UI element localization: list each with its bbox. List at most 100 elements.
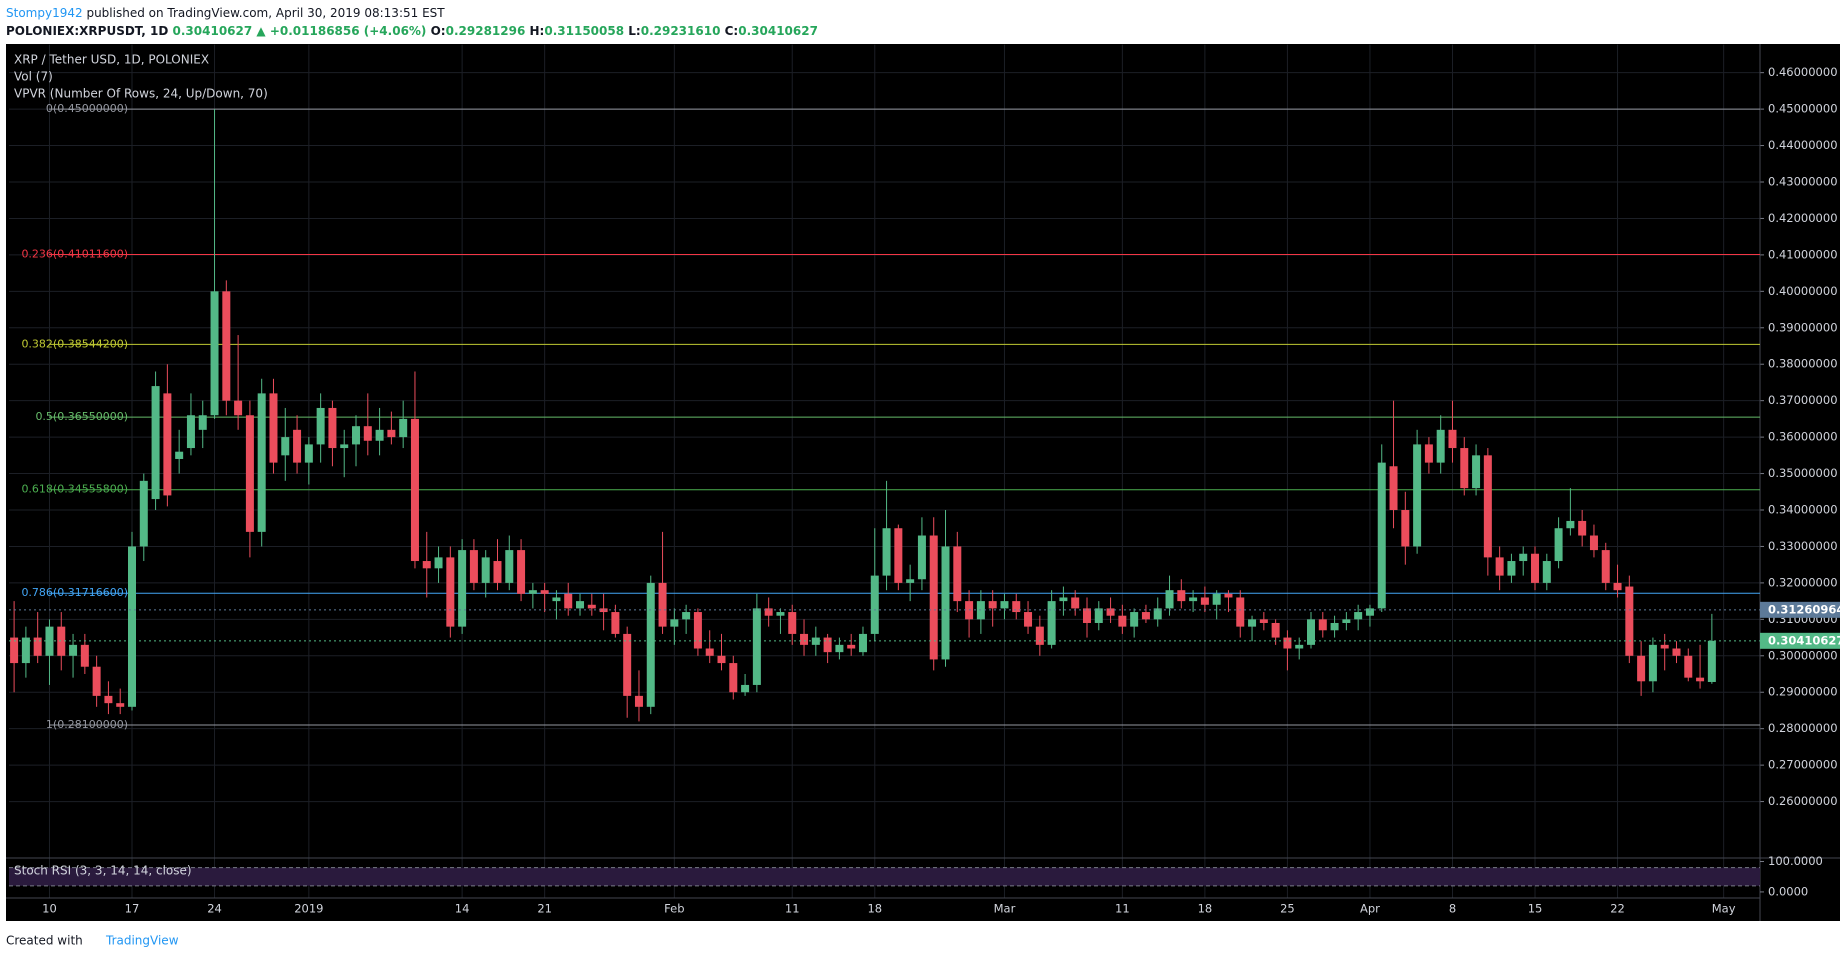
x-tick-label: 18 — [867, 902, 882, 916]
x-tick-label: 22 — [1610, 902, 1625, 916]
y-tick-label: 0.30000000 — [1768, 648, 1838, 662]
candle-body — [128, 546, 136, 707]
candle-body — [163, 393, 172, 496]
candle-body — [1000, 601, 1009, 609]
candle-body — [387, 429, 396, 438]
ohlc-value: 0.30410627 — [738, 24, 818, 38]
candle-body — [1365, 608, 1374, 616]
price-tag — [1760, 601, 1840, 618]
candle-body — [658, 582, 667, 627]
x-tick-label: 2019 — [294, 902, 323, 916]
candle-body — [1578, 520, 1587, 536]
candle-body — [800, 633, 809, 645]
candle-body — [1071, 597, 1080, 609]
fib-label: 0.618(0.34555800) — [21, 483, 128, 496]
y-tick-label: 0.37000000 — [1768, 393, 1838, 407]
header-line-1: Stompy1942 published on TradingView.com,… — [6, 6, 445, 20]
candle-body — [1130, 612, 1139, 627]
symbol: POLONIEX:XRPUSDT, 1D — [6, 24, 168, 38]
ohlc-value: 0.29281296 — [446, 24, 526, 38]
ohlc-value: 0.31150058 — [544, 24, 624, 38]
candle-body — [69, 644, 78, 656]
candle-body — [917, 535, 926, 580]
footer-brand[interactable]: TradingView — [105, 934, 179, 948]
candle-body — [1342, 619, 1351, 623]
candle-body — [1295, 644, 1304, 649]
candle-body — [186, 415, 195, 449]
x-tick-label: 24 — [207, 902, 222, 916]
x-tick-label: 25 — [1280, 902, 1295, 916]
candle-body — [1035, 626, 1044, 645]
candle-body — [1307, 619, 1315, 645]
candle-body — [80, 644, 89, 667]
y-tick-label: 0.45000000 — [1768, 102, 1838, 116]
candle-body — [1259, 619, 1268, 623]
candle-body — [422, 561, 431, 569]
y-tick-label: 0.34000000 — [1768, 503, 1838, 517]
candle-body — [1424, 444, 1433, 463]
y-tick-label: 0.42000000 — [1768, 211, 1838, 225]
x-tick-label: Mar — [994, 902, 1016, 916]
candle-body — [623, 633, 632, 696]
candle-body — [1118, 615, 1127, 627]
candle-body — [646, 582, 655, 707]
candle-body — [139, 480, 148, 547]
candle-body — [540, 590, 549, 594]
candle-body — [1401, 510, 1410, 547]
candle-body — [1024, 612, 1033, 627]
candle-body — [1377, 462, 1386, 609]
y-tick-label: 100.0000 — [1768, 854, 1823, 868]
candle-body — [1283, 637, 1292, 649]
candle-body — [1448, 429, 1457, 449]
candle-body — [1248, 619, 1257, 627]
candle-body — [446, 557, 455, 627]
author[interactable]: Stompy1942 — [6, 6, 83, 20]
candle-body — [1648, 644, 1657, 682]
candle-body — [988, 601, 997, 609]
fib-label: 0.5(0.36550000) — [35, 410, 128, 423]
candle-body — [1519, 553, 1528, 562]
candle-body — [10, 637, 19, 664]
candle-body — [953, 546, 962, 602]
candle-body — [1212, 593, 1221, 605]
x-tick-label: 17 — [125, 902, 140, 916]
y-tick-label: 0.29000000 — [1768, 685, 1838, 699]
candle-body — [599, 608, 608, 613]
candle-body — [1318, 619, 1327, 631]
candle-body — [1613, 582, 1622, 591]
candle-body — [1413, 444, 1422, 547]
candle-body — [33, 637, 42, 656]
price-tag-label: 0.30410627 — [1768, 633, 1840, 647]
candle-body — [729, 663, 738, 693]
candle-body — [1696, 677, 1705, 682]
price-tag-label: 0.31260964 — [1768, 602, 1840, 616]
candle-body — [634, 695, 643, 707]
candle-body — [1141, 612, 1150, 620]
x-tick-label: 18 — [1198, 902, 1213, 916]
candle-body — [823, 637, 832, 653]
change: ▲ +0.01186856 (+4.06%) — [256, 24, 426, 38]
candle-body — [410, 418, 419, 562]
candle-body — [1177, 590, 1186, 602]
legend-volume: Vol (7) — [14, 70, 53, 84]
candle-body — [1460, 448, 1469, 489]
fib-label: 1(0.28100000) — [46, 718, 128, 731]
ohlc-label: O: — [431, 24, 446, 38]
stoch-title: Stoch RSI (3, 3, 14, 14, close) — [14, 864, 192, 878]
y-tick-label: 0.27000000 — [1768, 758, 1838, 772]
candle-body — [941, 546, 950, 660]
candle-body — [1059, 597, 1068, 602]
candle-body — [21, 637, 30, 664]
candle-body — [847, 644, 856, 649]
candle-body — [929, 535, 938, 660]
candle-body — [210, 291, 219, 416]
x-tick-label: 15 — [1528, 902, 1543, 916]
candle-body — [363, 426, 372, 441]
candle-body — [116, 703, 125, 707]
candle-body — [352, 426, 361, 445]
y-tick-label: 0.43000000 — [1768, 174, 1838, 188]
candle-body — [1554, 528, 1563, 562]
candle-body — [1082, 608, 1091, 623]
candle-body — [870, 575, 879, 634]
